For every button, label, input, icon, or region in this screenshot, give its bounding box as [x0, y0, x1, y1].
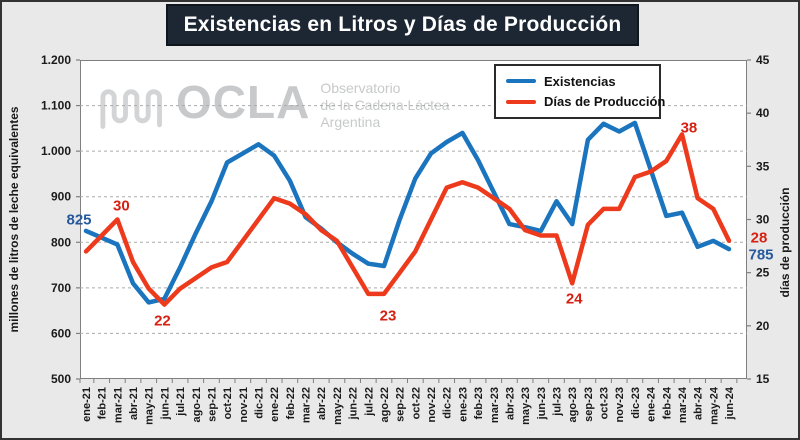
x-axis-label: jul-21	[175, 387, 187, 417]
x-axis-label: nov-23	[614, 387, 626, 422]
x-axis-label: ene-24	[646, 386, 658, 422]
x-axis-label: oct-22	[410, 387, 422, 419]
legend-label-dias: Días de Producción	[544, 94, 666, 110]
x-axis-label: ago-23	[567, 387, 579, 422]
left-axis-tick-label: 600	[51, 326, 71, 340]
x-axis-label: mar-21	[112, 387, 124, 423]
data-label-785: 785	[748, 246, 774, 264]
x-axis-label: feb-21	[97, 387, 109, 419]
x-axis-label: abr-23	[504, 387, 516, 420]
legend-swatch-red	[506, 99, 536, 105]
x-axis-label: nov-22	[426, 387, 438, 422]
x-axis-label: abr-22	[316, 387, 328, 420]
legend-item-dias: Días de Producción	[506, 94, 665, 109]
x-axis-label: ene-22	[269, 387, 281, 422]
left-axis-tick-label: 800	[51, 235, 71, 249]
x-axis-label: oct-21	[222, 387, 234, 419]
x-axis-label: ene-23	[457, 387, 469, 422]
right-axis-title: días de producción	[778, 187, 792, 297]
right-axis-tick-label: 25	[756, 266, 770, 280]
right-axis-tick-label: 40	[756, 106, 770, 120]
x-axis-label: sep-22	[395, 387, 407, 422]
x-axis-label: mar-23	[489, 387, 501, 423]
x-axis-label: nov-21	[238, 387, 250, 422]
x-axis-label: jun-21	[159, 387, 171, 420]
x-axis-label: jun-24	[724, 386, 736, 420]
legend-item-existencias: Existencias	[506, 74, 659, 89]
x-axis-label: feb-22	[285, 387, 297, 419]
legend-swatch-blue	[506, 78, 536, 84]
left-axis-tick-label: 900	[51, 190, 71, 204]
x-axis-label: abr-21	[128, 387, 140, 420]
right-axis-tick-label: 35	[756, 159, 770, 173]
x-axis-label: ene-21	[81, 387, 93, 422]
legend: Existencias Días de Producción	[494, 64, 665, 119]
right-axis-tick-label: 15	[756, 372, 770, 386]
x-axis-label: ago-22	[379, 387, 391, 422]
left-axis-tick-label: 1.100	[41, 99, 71, 113]
x-axis-label: jun-23	[536, 387, 548, 420]
left-axis-tick-label: 700	[51, 281, 71, 295]
right-axis-tick-label: 30	[756, 213, 770, 227]
x-axis-label: dic-23	[630, 387, 642, 419]
x-axis-label: sep-23	[583, 387, 595, 422]
x-axis-label: dic-21	[254, 387, 266, 419]
left-axis-tick-label: 500	[51, 372, 71, 386]
right-axis-tick-label: 45	[756, 53, 770, 67]
x-axis-label: jul-23	[551, 387, 563, 417]
legend-label-existencias: Existencias	[544, 73, 616, 89]
chart-title-box: Existencias en Litros y Días de Producci…	[166, 4, 639, 46]
x-axis-label: sep-21	[206, 387, 218, 422]
x-axis-label: feb-23	[473, 387, 485, 419]
x-axis-label: mar-22	[301, 387, 313, 423]
x-axis-label: abr-24	[693, 386, 705, 420]
left-axis-title: millones de litros de leche equivalentes	[7, 106, 21, 332]
data-label-28: 28	[750, 229, 768, 247]
x-axis-label: may-24	[708, 386, 720, 425]
chart-title: Existencias en Litros y Días de Producci…	[183, 13, 622, 36]
x-axis-label: jul-22	[363, 387, 375, 417]
x-axis-label: feb-24	[661, 386, 673, 419]
x-axis-label: mar-24	[677, 386, 689, 423]
x-axis-label: oct-23	[599, 387, 611, 419]
x-axis-label: may-22	[332, 387, 344, 425]
x-axis-label: may-21	[144, 387, 156, 425]
left-axis-tick-label: 1.000	[41, 144, 71, 158]
left-axis-tick-label: 1.200	[41, 53, 71, 67]
right-axis-tick-label: 20	[756, 319, 770, 333]
x-axis-label: may-23	[520, 387, 532, 425]
x-axis-label: ago-21	[191, 387, 203, 422]
x-axis-label: dic-22	[442, 387, 454, 419]
x-axis-label: jun-22	[348, 387, 360, 420]
